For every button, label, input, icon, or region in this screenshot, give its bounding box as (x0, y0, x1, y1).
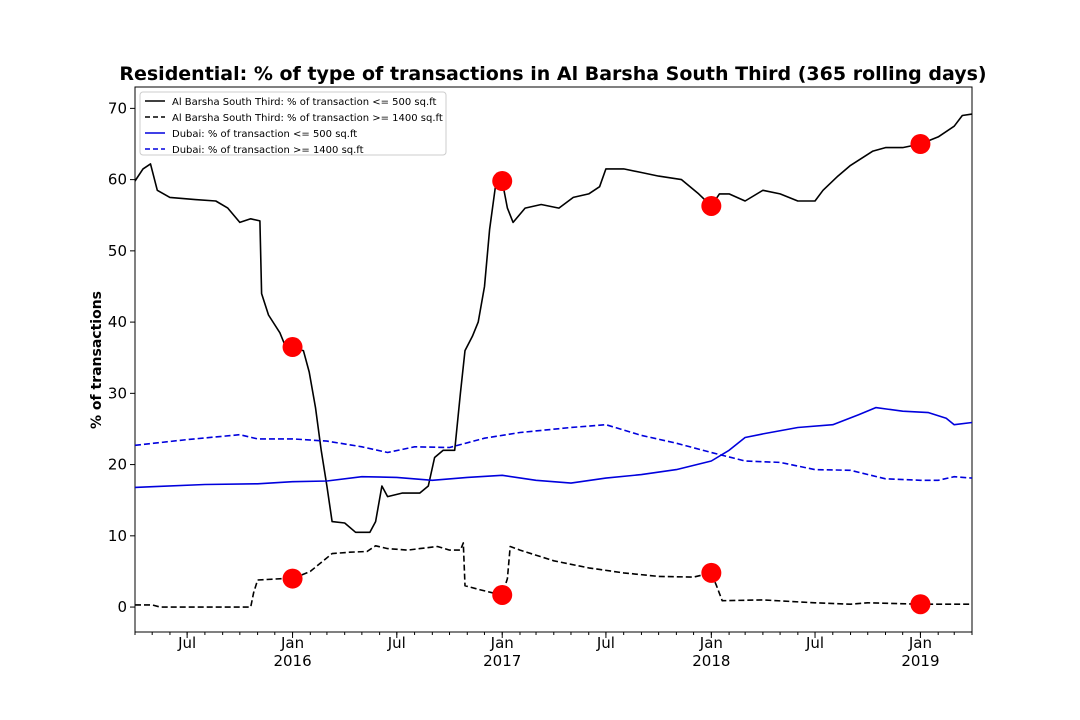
series-line-al-barsha-south-third-of-transaction-500-sq-ft (134, 113, 973, 534)
x-tick-year-label: 2018 (692, 652, 730, 670)
y-tick-label: 60 (108, 171, 127, 189)
y-axis-label: % of transactions (89, 291, 105, 429)
highlight-marker (282, 568, 303, 589)
x-tick-label: Jan (908, 634, 932, 652)
series-line-dubai-of-transaction-500-sq-ft (134, 406, 973, 489)
y-tick-label: 10 (108, 527, 127, 545)
x-tick-year-label: 2017 (483, 652, 521, 670)
x-tick-label: Jul (596, 634, 615, 652)
highlight-marker (910, 133, 931, 154)
x-tick-label: Jan (280, 634, 304, 652)
highlight-marker (492, 171, 513, 192)
y-tick-label: 30 (108, 384, 127, 402)
legend-label: Al Barsha South Third: % of transaction … (172, 97, 436, 108)
x-tick-label: Jul (805, 634, 824, 652)
x-tick-label: Jul (387, 634, 406, 652)
chart-title: Residential: % of type of transactions i… (119, 63, 986, 85)
series-line-dubai-of-transaction-1400-sq-ft (134, 423, 973, 482)
x-tick-label: Jul (177, 634, 196, 652)
legend: Al Barsha South Third: % of transaction … (139, 91, 447, 156)
y-tick-label: 70 (108, 99, 127, 117)
y-axis: 0 10 20 30 40 50 60 70 (108, 99, 135, 616)
highlight-marker (701, 195, 722, 216)
x-tick-label: Jan (490, 634, 514, 652)
legend-label: Dubai: % of transaction >= 1400 sq.ft (172, 145, 364, 156)
legend-label: Dubai: % of transaction <= 500 sq.ft (172, 129, 357, 140)
highlight-marker (910, 594, 931, 615)
series-line-al-barsha-south-third-of-transaction-1400-sq-ft (135, 542, 972, 608)
series-layer (134, 113, 973, 608)
x-tick-year-label: 2019 (901, 652, 939, 670)
legend-box (139, 91, 447, 156)
highlight-marker (701, 562, 722, 583)
y-tick-label: 20 (108, 456, 127, 474)
y-tick-label: 0 (117, 598, 127, 616)
highlight-marker (282, 337, 303, 358)
x-tick-year-label: 2016 (273, 652, 311, 670)
y-tick-label: 50 (108, 242, 127, 260)
legend-label: Al Barsha South Third: % of transaction … (172, 113, 443, 124)
y-tick-label: 40 (108, 313, 127, 331)
highlight-marker (492, 584, 513, 605)
x-tick-label: Jan (699, 634, 723, 652)
marker-layer (282, 133, 931, 615)
